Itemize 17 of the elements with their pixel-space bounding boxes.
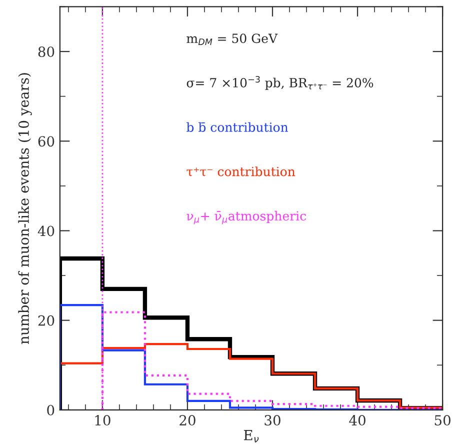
y-tick-label: 0: [47, 404, 54, 416]
text: b b̄ contribution: [186, 122, 288, 132]
y-tick-label: 40: [38, 226, 54, 236]
text: τ⁺τ⁻ contribution: [186, 166, 296, 176]
annotation: σ= 7 ×10$^{−3}$ pb, BR$_{τ⁺τ⁻}$ = 20%: [186, 76, 374, 90]
x-tick-label: 50: [434, 415, 450, 426]
x-tick-label: 30: [264, 415, 280, 426]
text: ν$_{μ}$+ ν̄$_{μ}$atmospheric: [186, 210, 306, 224]
y-tick-label: 20: [38, 315, 54, 326]
x-tick-label: 40: [349, 415, 366, 426]
y-axis-title: number of muon-like events (10 years): [18, 73, 32, 344]
annotation: m$_{DM}$ = 50 GeV: [186, 34, 278, 45]
y-tick-label: 80: [38, 46, 54, 57]
x-tick-label: 10: [95, 415, 110, 426]
x-tick-label: 20: [180, 415, 196, 426]
x-axis-title: E$_{ν}$: [244, 430, 259, 442]
y-tick-label: 60: [38, 136, 54, 147]
